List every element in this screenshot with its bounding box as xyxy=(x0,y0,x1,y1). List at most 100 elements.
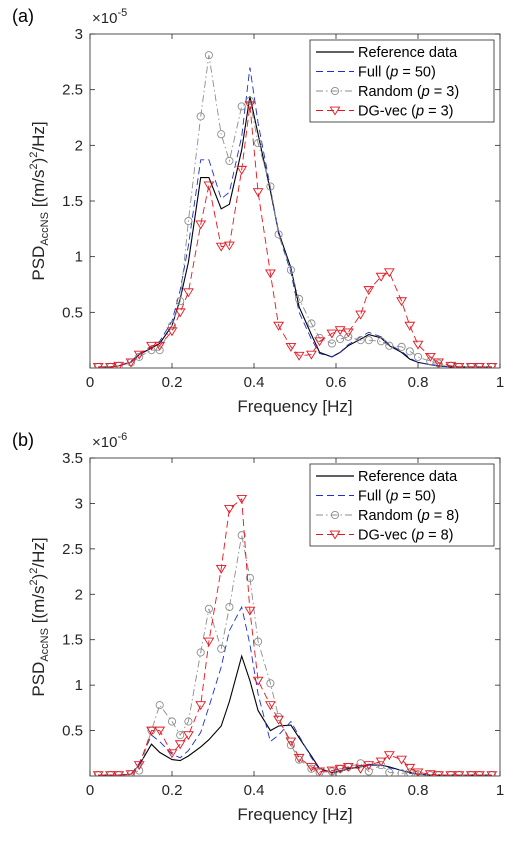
y-tick-label: 2.5 xyxy=(62,541,83,558)
legend-text: = 8) xyxy=(430,508,459,524)
data-point xyxy=(285,342,297,352)
legend-text: DG-vec ( xyxy=(358,104,416,120)
data-point xyxy=(266,679,275,688)
data-point xyxy=(236,165,248,175)
data-point xyxy=(486,771,498,776)
x-tick-label: 0.6 xyxy=(326,782,347,799)
x-tick-label: 0.4 xyxy=(244,782,265,799)
legend-marker xyxy=(330,510,340,520)
y-tick-label: 2.5 xyxy=(62,82,83,99)
y-tick-label: 1.5 xyxy=(62,632,83,649)
x-tick-label: 0.8 xyxy=(408,374,429,391)
y-tick-label: 1 xyxy=(75,677,83,694)
data-point xyxy=(195,220,207,230)
x-tick-label: 0.6 xyxy=(326,374,347,391)
data-point xyxy=(154,341,166,351)
data-point xyxy=(176,297,185,306)
x-tick-label: 1 xyxy=(496,782,504,799)
y-tick-label: 1.5 xyxy=(62,193,83,210)
series-3 xyxy=(92,494,498,776)
data-point xyxy=(252,188,264,198)
data-point xyxy=(364,767,373,776)
data-point xyxy=(397,342,406,351)
y-tick-label: 0.5 xyxy=(62,723,83,740)
y-tick-label: 1 xyxy=(75,249,83,266)
data-point xyxy=(474,771,485,776)
data-point xyxy=(413,352,423,361)
data-point xyxy=(412,768,424,776)
data-point xyxy=(204,51,213,60)
series-1 xyxy=(98,605,492,776)
data-point xyxy=(405,347,414,356)
data-point xyxy=(92,362,104,368)
data-point xyxy=(113,361,125,368)
data-point xyxy=(196,112,205,121)
data-point xyxy=(385,768,394,776)
data-point xyxy=(105,362,116,368)
data-point xyxy=(274,230,283,239)
data-point xyxy=(204,604,213,613)
legend-marker xyxy=(329,106,341,116)
data-point xyxy=(377,337,386,346)
series-line xyxy=(98,605,492,776)
data-point xyxy=(426,357,435,366)
data-point xyxy=(445,771,457,776)
legend-text: p xyxy=(421,84,430,100)
data-point xyxy=(405,768,414,776)
data-point xyxy=(236,494,248,504)
data-point xyxy=(154,726,166,736)
legend-text: DG-vec ( xyxy=(358,528,416,544)
data-point xyxy=(356,336,365,345)
data-point xyxy=(203,181,215,191)
legend-entry: Full (p = 50) xyxy=(316,65,436,81)
legend-text: p xyxy=(389,65,398,81)
y-tick-label: 2 xyxy=(75,586,83,603)
data-point xyxy=(465,362,477,368)
data-point xyxy=(453,362,465,368)
chart-panel-a: 0 0.2 0.4 0.6 0.8 1 0.5 1 1.5 2 2.5 3 ×10-5 (a) Freque… xyxy=(12,6,504,416)
data-point xyxy=(183,731,194,741)
data-point xyxy=(314,337,325,347)
data-point xyxy=(363,761,375,771)
x-tick-label: 0.8 xyxy=(408,782,429,799)
data-point xyxy=(217,644,226,653)
x-axis-label: Frequency [Hz] xyxy=(237,397,352,416)
data-point xyxy=(265,269,276,279)
data-point xyxy=(237,531,246,540)
data-point xyxy=(334,326,346,336)
legend-text: Full ( xyxy=(358,65,390,81)
legend-label: Reference data xyxy=(358,469,458,485)
series-3 xyxy=(92,101,498,368)
data-point xyxy=(445,361,457,368)
x-tick-label: 0.2 xyxy=(162,782,183,799)
data-point xyxy=(196,648,205,657)
data-point xyxy=(147,346,156,355)
data-point xyxy=(237,102,246,111)
y-tick-label: 2 xyxy=(75,137,83,154)
data-point xyxy=(273,321,284,331)
y-label-unit: /Hz] xyxy=(29,121,48,151)
data-point xyxy=(195,701,207,711)
data-point xyxy=(363,286,375,296)
exponent-power: -5 xyxy=(117,7,127,19)
data-point xyxy=(474,362,485,368)
data-point xyxy=(397,769,406,776)
legend-label: Random (p = 8) xyxy=(358,508,459,524)
data-point xyxy=(306,763,317,772)
legend-text: p xyxy=(415,528,424,544)
data-point xyxy=(326,329,338,339)
data-point xyxy=(375,757,387,767)
data-point xyxy=(486,362,498,368)
data-point xyxy=(217,130,226,139)
data-point xyxy=(293,351,305,361)
x-tick-label: 0 xyxy=(86,782,94,799)
legend-entry: DG-vec (p = 3) xyxy=(316,104,454,120)
legend-entry: Random (p = 3) xyxy=(316,84,459,100)
legend-text: Random ( xyxy=(358,84,422,100)
data-point xyxy=(167,717,177,726)
data-point xyxy=(396,755,407,765)
data-point xyxy=(254,139,263,148)
y-label-sup: 2 xyxy=(28,568,40,574)
y-tick-label: 0.5 xyxy=(62,304,83,321)
y-axis-label: PSDAccNS [(m/s2)2/Hz] xyxy=(28,121,51,280)
